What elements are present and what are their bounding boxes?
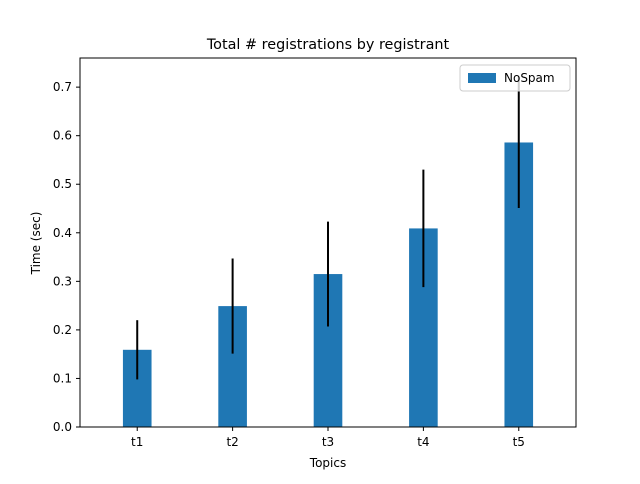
y-tick-label: 0.1 (53, 371, 72, 385)
y-tick-label: 0.2 (53, 323, 72, 337)
chart-title: Total # registrations by registrant (206, 37, 450, 53)
y-tick-label: 0.0 (53, 420, 72, 434)
x-tick-label-t5: t5 (513, 435, 525, 449)
y-tick-label: 0.3 (53, 274, 72, 288)
x-tick-label-t1: t1 (131, 435, 143, 449)
plot-area: 0.0 0.1 0.2 0.3 0.4 0.5 0.6 0.7 t1 t2 t3 t4 t5 NoSpam (53, 57, 577, 449)
y-tick-label: 0.4 (53, 226, 72, 240)
x-tick-label-t2: t2 (226, 435, 238, 449)
x-tick-label-t3: t3 (322, 435, 334, 449)
x-tick-label-t4: t4 (417, 435, 429, 449)
x-axis-label: Topics (309, 456, 346, 470)
y-tick-label: 0.7 (53, 80, 72, 94)
legend-swatch-nospam (468, 73, 496, 83)
y-tick-label: 0.6 (53, 129, 72, 143)
legend-box (459, 64, 571, 92)
y-axis-label: Time (sec) (29, 212, 43, 276)
y-tick-label: 0.5 (53, 177, 72, 191)
legend-label-nospam: NoSpam (504, 71, 555, 85)
